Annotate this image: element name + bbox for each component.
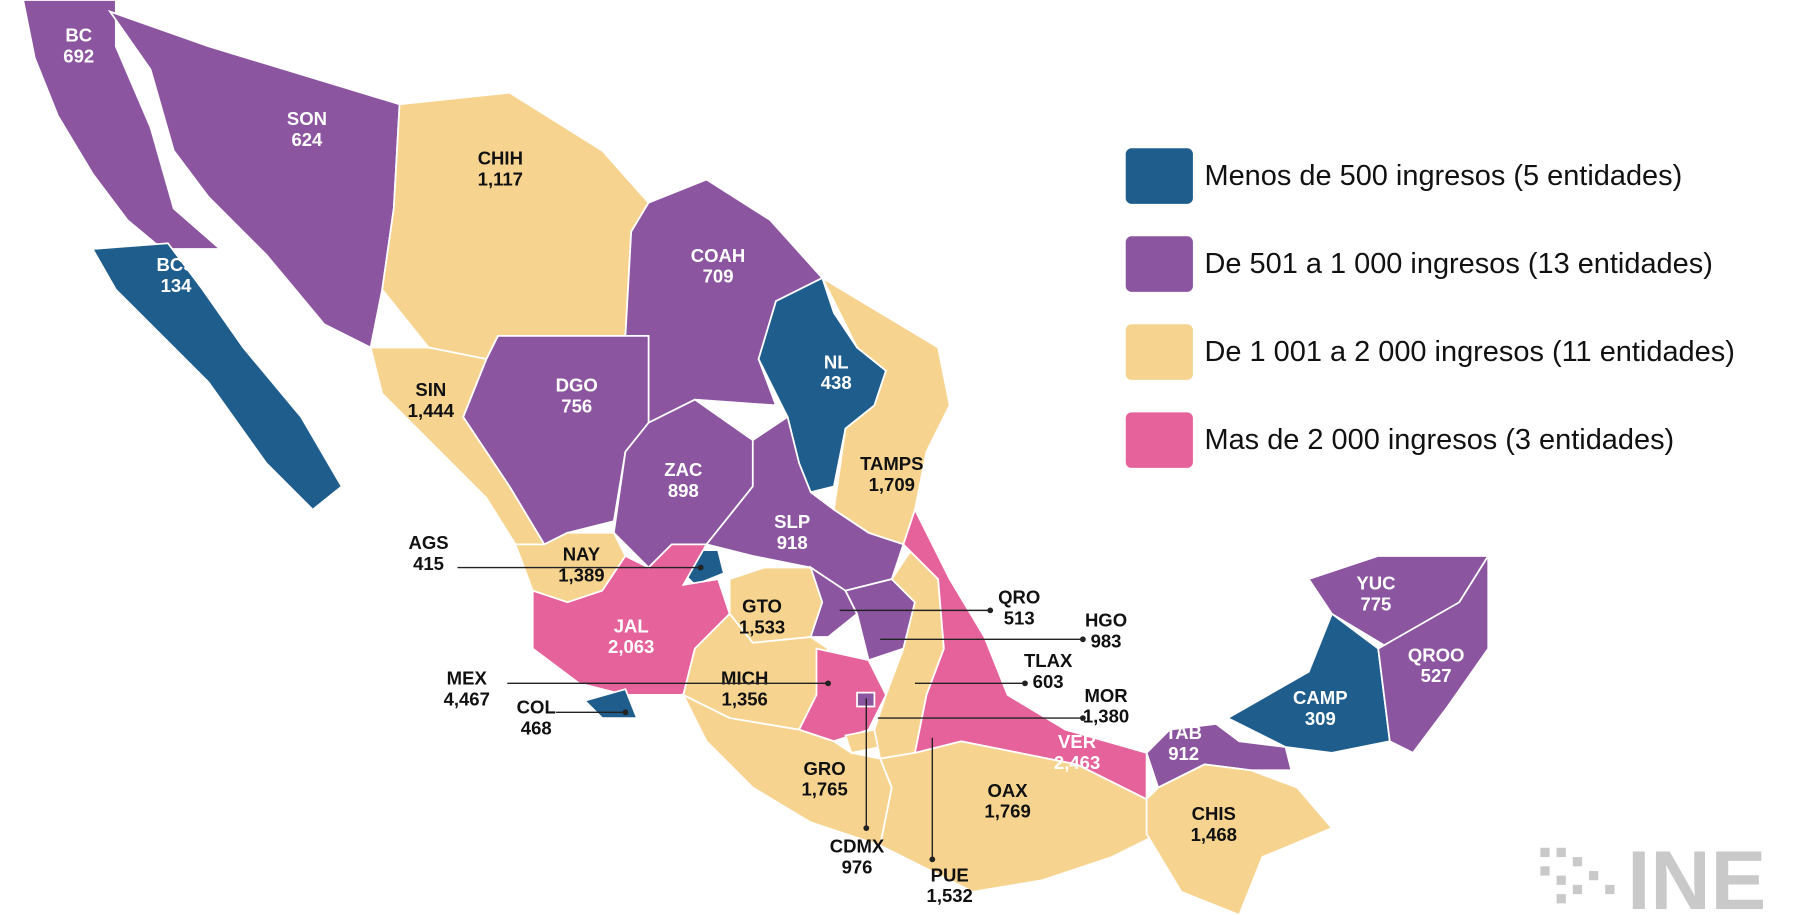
state-value: 438: [821, 372, 852, 393]
logo-dots: [1540, 847, 1615, 904]
leader-dot: [697, 564, 704, 571]
state-abbr: ZAC: [664, 459, 702, 480]
state-value: 709: [703, 266, 734, 287]
state-value: 415: [413, 553, 444, 574]
state-abbr: PUE: [931, 864, 969, 885]
state-abbr: MEX: [447, 668, 488, 689]
state-abbr: QRO: [998, 586, 1040, 607]
state-value: 2,463: [1054, 752, 1100, 773]
state-abbr: DGO: [556, 374, 598, 395]
state-abbr: MICH: [721, 668, 768, 689]
state-abbr: AGS: [408, 532, 448, 553]
state-value: 692: [63, 46, 94, 67]
legend-label: De 501 a 1 000 ingresos (13 entidades): [1204, 248, 1712, 280]
leader-dot: [622, 709, 629, 716]
state-value: 1,769: [984, 801, 1030, 822]
state-abbr: MOR: [1084, 685, 1127, 706]
legend-swatch: [1125, 236, 1193, 292]
state-value: 1,356: [722, 688, 768, 709]
state-abbr: OAX: [988, 780, 1029, 801]
state-abbr: NAY: [563, 544, 601, 565]
state-abbr: CHIH: [478, 147, 523, 168]
state-value: 1,709: [869, 474, 915, 495]
logo-text: INE: [1627, 834, 1766, 915]
legend: Menos de 500 ingresos (5 entidades) De 50…: [1125, 148, 1735, 468]
state-abbr: GRO: [804, 758, 846, 779]
state-value: 1,380: [1083, 706, 1129, 727]
legend-label: Menos de 500 ingresos (5 entidades): [1204, 160, 1682, 192]
leader-dot: [987, 607, 994, 614]
state-value: 468: [521, 717, 552, 738]
state-value: 1,532: [927, 885, 973, 906]
state-shape: [22, 0, 223, 250]
state-shape: [1377, 552, 1490, 754]
state-value: 2,063: [608, 636, 654, 657]
state-abbr: SLP: [774, 511, 810, 532]
state-value: 898: [668, 480, 699, 501]
state-abbr: YUC: [1356, 573, 1395, 594]
leader-dot: [1079, 636, 1086, 643]
state-abbr: SIN: [415, 379, 446, 400]
state-value: 1,468: [1191, 824, 1237, 845]
leader-dot: [929, 856, 936, 863]
state-value: 1,533: [739, 617, 785, 638]
state-shape: [107, 9, 401, 349]
legend-swatch: [1125, 412, 1193, 468]
state-abbr: CHIS: [1192, 803, 1236, 824]
leader-dot: [863, 825, 870, 832]
state-abbr: SON: [287, 108, 327, 129]
state-abbr: TAB: [1165, 722, 1202, 743]
legend-swatch: [1125, 324, 1193, 380]
state-shape: [381, 91, 650, 361]
state-value: 976: [842, 856, 873, 877]
state-abbr: CAMP: [1293, 687, 1348, 708]
state-abbr: VER: [1058, 731, 1096, 752]
state-abbr: TAMPS: [860, 453, 923, 474]
state-abbr: JAL: [614, 615, 649, 636]
state-value: 527: [1421, 665, 1452, 686]
state-abbr: BC: [65, 25, 92, 46]
legend-label: De 1 001 a 2 000 ingresos (11 entidades): [1204, 336, 1734, 368]
state-abbr: CDMX: [830, 835, 885, 856]
legend-swatch: [1125, 148, 1193, 204]
state-shape: [704, 415, 905, 592]
state-value: 1,389: [558, 564, 604, 585]
state-abbr: HGO: [1085, 610, 1127, 631]
state-value: 603: [1033, 671, 1064, 692]
states: [22, 0, 1490, 915]
state-abbr: GTO: [742, 596, 782, 617]
state-abbr: NL: [824, 351, 849, 372]
state-shape: [902, 507, 1148, 801]
state-value: 918: [777, 532, 808, 553]
state-shape: [91, 242, 343, 511]
state-abbr: BCS: [156, 254, 195, 275]
state-value: 983: [1091, 630, 1122, 651]
state-abbr: COAH: [691, 245, 746, 266]
state-value: 309: [1305, 708, 1336, 729]
leader-dot: [1079, 715, 1086, 721]
legend-label: Mas de 2 000 ingresos (3 entidades): [1204, 424, 1674, 456]
leader-dot: [825, 680, 831, 687]
state-shape: [462, 335, 650, 546]
state-abbr: QROO: [1408, 644, 1465, 665]
leader-dot: [1022, 680, 1028, 687]
state-value: 1,444: [408, 400, 455, 421]
state-abbr: TLAX: [1024, 650, 1073, 671]
state-value: 1,765: [801, 779, 847, 800]
state-value: 1,117: [478, 168, 523, 189]
state-value: 513: [1004, 607, 1035, 628]
state-value: 4,467: [444, 688, 490, 709]
state-value: 134: [161, 275, 193, 296]
state-value: 775: [1360, 593, 1391, 614]
state-value: 756: [561, 395, 592, 416]
state-value: 912: [1168, 743, 1199, 764]
state-shape: [1145, 763, 1334, 915]
state-value: 624: [291, 129, 323, 150]
state-abbr: COL: [517, 696, 556, 717]
logo: INE: [1540, 834, 1766, 915]
